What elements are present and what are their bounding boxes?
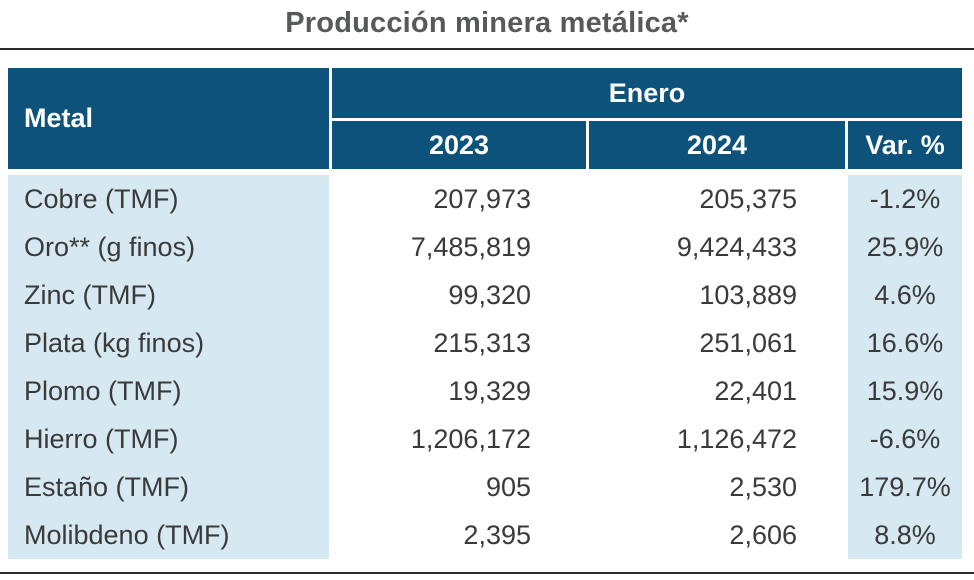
row-var-value: 25.9% <box>848 223 962 271</box>
header-2023: 2023 <box>332 121 586 169</box>
header-metal: Metal <box>8 68 329 169</box>
row-var-value: 4.6% <box>848 271 962 319</box>
row-var-value: 179.7% <box>848 463 962 511</box>
header-var-pct: Var. % <box>848 121 962 169</box>
row-metal-label: Zinc (TMF) <box>8 271 329 319</box>
row-metal-label: Oro** (g finos) <box>8 223 329 271</box>
row-metal-label: Hierro (TMF) <box>8 415 329 463</box>
row-2024-value: 22,401 <box>589 367 845 415</box>
row-2023-value: 215,313 <box>332 319 586 367</box>
row-2023-value: 905 <box>332 463 586 511</box>
row-metal-label: Cobre (TMF) <box>8 175 329 223</box>
row-2024-value: 1,126,472 <box>589 415 845 463</box>
row-var-value: -6.6% <box>848 415 962 463</box>
row-2024-value: 9,424,433 <box>589 223 845 271</box>
row-2024-value: 2,530 <box>589 463 845 511</box>
table-header: Metal Enero 2023 2024 Var. % <box>8 68 962 169</box>
row-metal-label: Molibdeno (TMF) <box>8 511 329 559</box>
row-var-value: 8.8% <box>848 511 962 559</box>
row-2023-value: 207,973 <box>332 175 586 223</box>
row-var-value: -1.2% <box>848 175 962 223</box>
table-body: Cobre (TMF) 207,973 205,375 -1.2% Oro** (g f… <box>8 175 962 559</box>
row-2024-value: 2,606 <box>589 511 845 559</box>
row-var-value: 16.6% <box>848 319 962 367</box>
row-var-value: 15.9% <box>848 367 962 415</box>
row-2023-value: 1,206,172 <box>332 415 586 463</box>
row-metal-label: Estaño (TMF) <box>8 463 329 511</box>
row-2024-value: 103,889 <box>589 271 845 319</box>
top-divider <box>0 48 974 50</box>
row-2023-value: 19,329 <box>332 367 586 415</box>
production-table: Metal Enero 2023 2024 Var. % Cobre (TMF)… <box>8 68 962 559</box>
page-title: Producción minera metálica* <box>285 7 689 39</box>
row-2023-value: 2,395 <box>332 511 586 559</box>
bottom-divider <box>0 572 974 574</box>
row-metal-label: Plomo (TMF) <box>8 367 329 415</box>
row-metal-label: Plata (kg finos) <box>8 319 329 367</box>
header-group-enero: Enero <box>332 68 962 118</box>
row-2024-value: 251,061 <box>589 319 845 367</box>
header-2024: 2024 <box>589 121 845 169</box>
row-2024-value: 205,375 <box>589 175 845 223</box>
row-2023-value: 99,320 <box>332 271 586 319</box>
row-2023-value: 7,485,819 <box>332 223 586 271</box>
